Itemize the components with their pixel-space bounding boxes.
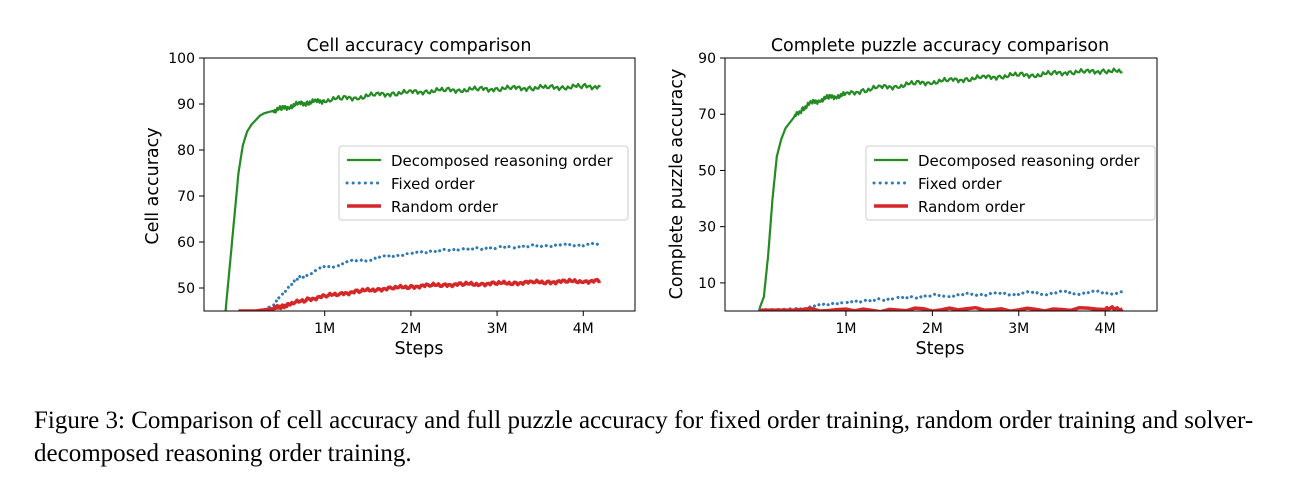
y-tick-label: 90 <box>177 97 195 113</box>
legend-label-decomposed: Decomposed reasoning order <box>918 152 1140 170</box>
puzzle-accuracy-chart: Complete puzzle accuracy comparison Step… <box>667 36 1158 359</box>
legend-label-fixed: Fixed order <box>918 175 1002 193</box>
y-tick-label: 50 <box>698 163 716 179</box>
series-random <box>238 277 601 311</box>
y-tick-label: 80 <box>177 143 195 159</box>
y-tick-label: 10 <box>698 276 716 292</box>
y-tick-label: 100 <box>168 51 195 67</box>
x-tick-label: 2M <box>400 321 421 337</box>
y-tick-label: 70 <box>698 107 716 123</box>
y-axis-label: Complete puzzle accuracy <box>667 69 687 300</box>
legend: Decomposed reasoning order Fixed order R… <box>865 145 1156 221</box>
x-tick-label: 3M <box>487 321 508 337</box>
figure-panels: Cell accuracy comparison Steps Cell accu… <box>143 36 1158 359</box>
x-axis-label: Steps <box>916 339 965 359</box>
series-decomposed <box>758 67 1123 309</box>
legend-box <box>865 145 1156 221</box>
legend-label-fixed: Fixed order <box>391 175 475 193</box>
y-tick-label: 90 <box>698 51 716 67</box>
x-tick-label: 3M <box>1008 321 1029 337</box>
chart-title: Cell accuracy comparison <box>307 36 532 56</box>
y-axis-label: Cell accuracy <box>143 127 163 244</box>
series-decomposed <box>224 82 601 311</box>
legend-label-decomposed: Decomposed reasoning order <box>391 152 613 170</box>
x-tick-label: 4M <box>1095 321 1116 337</box>
y-tick-label: 30 <box>698 220 716 236</box>
x-tick-label: 4M <box>573 321 594 337</box>
legend: Decomposed reasoning order Fixed order R… <box>338 145 629 221</box>
cell-accuracy-chart: Cell accuracy comparison Steps Cell accu… <box>143 36 636 359</box>
y-tick-label: 50 <box>177 281 195 297</box>
series-random <box>759 305 1124 311</box>
x-tick-label: 1M <box>314 321 335 337</box>
y-tick-label: 60 <box>177 235 195 251</box>
x-tick-label: 1M <box>835 321 856 337</box>
series-fixed <box>758 289 1124 311</box>
legend-label-random: Random order <box>391 198 499 216</box>
series-fixed <box>262 241 602 311</box>
y-tick-label: 70 <box>177 189 195 205</box>
chart-title: Complete puzzle accuracy comparison <box>771 36 1109 56</box>
legend-label-random: Random order <box>918 198 1026 216</box>
figure-caption: Figure 3: Comparison of cell accuracy an… <box>34 407 1254 467</box>
x-tick-label: 2M <box>922 321 943 337</box>
legend-box <box>338 145 629 221</box>
x-axis-label: Steps <box>395 339 444 359</box>
plot-frame <box>724 57 1158 312</box>
plot-frame <box>203 57 636 312</box>
